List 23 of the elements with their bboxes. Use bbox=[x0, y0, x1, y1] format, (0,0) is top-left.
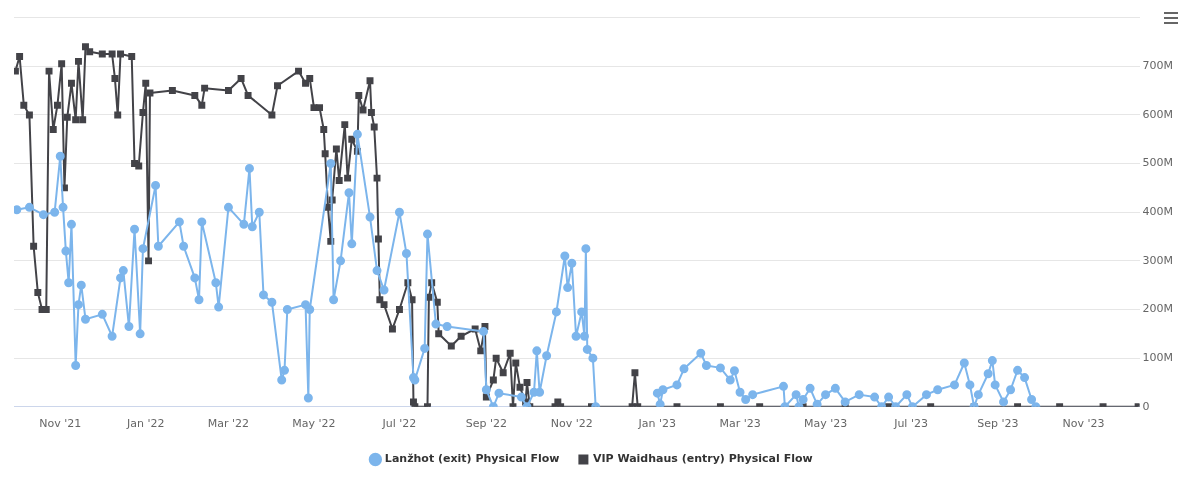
x-tick-label: Jan '22 bbox=[126, 417, 165, 431]
y-tick-label: 200M bbox=[1142, 302, 1174, 316]
y-tick-label: 300M bbox=[1142, 253, 1174, 267]
legend-label: Lanžhot (exit) Physical Flow bbox=[384, 452, 560, 466]
x-tick-label: Jan '23 bbox=[637, 417, 677, 431]
x-tick-label: Mar '23 bbox=[719, 417, 761, 431]
x-tick-label: Nov '22 bbox=[550, 417, 593, 431]
x-tick-label: Sep '22 bbox=[465, 417, 507, 431]
x-tick-label: Nov '21 bbox=[39, 417, 82, 431]
x-tick-label: Mar '22 bbox=[207, 417, 250, 431]
x-tick-label: Nov '23 bbox=[1062, 417, 1105, 431]
x-tick-label: May '23 bbox=[803, 417, 848, 431]
y-tick-label: 700M bbox=[1142, 59, 1174, 73]
y-tick-label: 0 bbox=[1142, 399, 1150, 413]
y-tick-label: 500M bbox=[1142, 156, 1174, 170]
legend-label: VIP Waidhaus (entry) Physical Flow bbox=[592, 452, 813, 466]
x-tick-label: Jul '22 bbox=[381, 417, 417, 431]
x-tick-label: Jul '23 bbox=[893, 417, 928, 431]
y-tick-label: 100M bbox=[1142, 351, 1174, 365]
x-tick-label: Sep '23 bbox=[977, 417, 1019, 431]
x-tick-label: May '22 bbox=[292, 417, 336, 431]
y-tick-label: 400M bbox=[1142, 205, 1174, 219]
y-tick-label: 600M bbox=[1142, 107, 1174, 121]
